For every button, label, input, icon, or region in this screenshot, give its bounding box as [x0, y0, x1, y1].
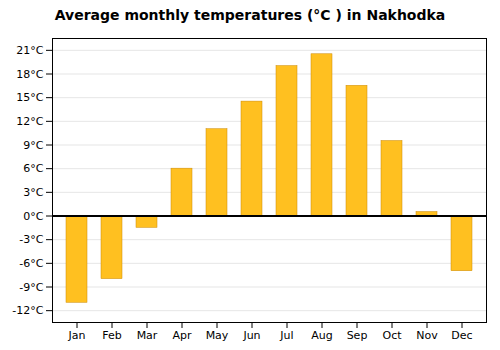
svg-text:18°C: 18°C [16, 68, 43, 81]
html-text:Average monthly temperatures (: Average monthly temperatures (°C ) in Na… [54, 7, 446, 23]
svg-text:Oct: Oct [382, 329, 402, 342]
svg-text:Jun: Jun [242, 329, 260, 342]
svg-text:-12°C: -12°C [12, 304, 43, 317]
svg-text:9°C: 9°C [23, 139, 43, 152]
svg-text:-9°C: -9°C [19, 281, 43, 294]
svg-text:Jul: Jul [279, 329, 293, 342]
svg-text:Mar: Mar [137, 329, 158, 342]
svg-text:Dec: Dec [451, 329, 472, 342]
svg-text:-6°C: -6°C [19, 257, 43, 270]
svg-text:Nov: Nov [416, 329, 438, 342]
svg-text:12°C: 12°C [16, 115, 43, 128]
svg-text:Sep: Sep [347, 329, 368, 342]
svg-text:15°C: 15°C [16, 91, 43, 104]
svg-text:0°C: 0°C [23, 210, 43, 223]
svg-text:Feb: Feb [102, 329, 121, 342]
svg-text:6°C: 6°C [23, 162, 43, 175]
svg-text:21°C: 21°C [16, 44, 43, 57]
svg-text:May: May [206, 329, 229, 342]
svg-text:3°C: 3°C [23, 186, 43, 199]
svg-text:Apr: Apr [172, 329, 192, 342]
svg-text:Aug: Aug [311, 329, 332, 342]
svg-text:-3°C: -3°C [19, 233, 43, 246]
svg-text:Jan: Jan [68, 329, 86, 342]
